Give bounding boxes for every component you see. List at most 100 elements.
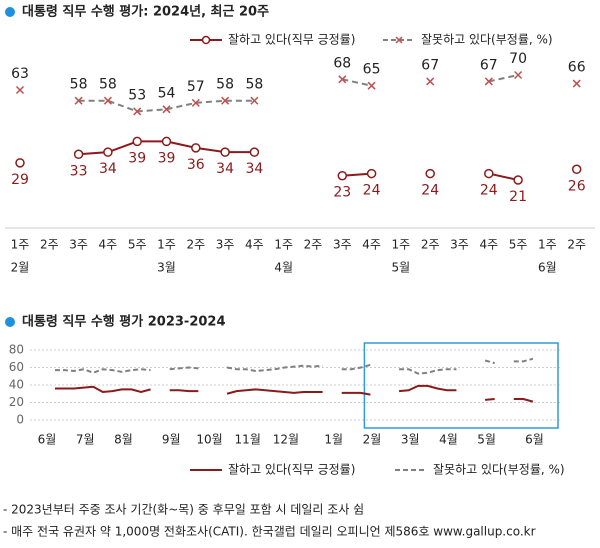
marker-stroke — [395, 36, 403, 44]
month-label: 2월 — [11, 261, 30, 275]
x-tick-label: 1월 — [324, 433, 343, 447]
marker — [73, 149, 84, 160]
data-label: 24 — [421, 183, 439, 199]
data-label: 63 — [11, 66, 29, 82]
data-label: 26 — [568, 178, 586, 194]
note: - 2023년부터 주중 조사 기간(화~목) 중 후무일 포함 시 데일리 조… — [3, 503, 364, 517]
marker-x — [221, 96, 230, 105]
data-label: 24 — [363, 183, 381, 199]
bullet — [5, 7, 15, 17]
marker-stroke — [367, 81, 376, 90]
data-label: 39 — [128, 150, 146, 166]
marker-x — [133, 107, 142, 116]
x-tick-label: 2주 — [304, 238, 323, 252]
marker-x — [250, 96, 259, 105]
marker — [249, 147, 260, 157]
x-tick-label: 2주 — [40, 238, 59, 252]
x-tick-label: 9월 — [162, 433, 181, 447]
x-tick-label: 2월 — [363, 433, 382, 447]
y-tick-label: 0 — [16, 413, 24, 427]
marker-stroke — [250, 96, 259, 105]
x-tick-label: 11월 — [235, 433, 261, 447]
marker-stroke — [338, 75, 347, 84]
legend-marker — [201, 35, 211, 45]
x-tick-label: 6월 — [525, 433, 544, 447]
x-tick-label: 3주 — [333, 238, 352, 252]
month-label: 5월 — [392, 261, 411, 275]
data-label: 58 — [70, 77, 88, 93]
highlight-box — [363, 342, 559, 429]
x-tick-label: 2주 — [421, 238, 440, 252]
data-label: 70 — [509, 51, 527, 67]
marker-stroke — [133, 107, 142, 116]
data-label: 57 — [187, 79, 205, 95]
data-label: 54 — [158, 85, 176, 101]
marker-x — [162, 105, 171, 114]
marker-stroke — [484, 77, 493, 86]
data-label: 53 — [128, 87, 146, 103]
month-label: 4월 — [274, 261, 293, 275]
x-tick-label: 1주 — [11, 238, 30, 252]
data-label: 39 — [158, 150, 176, 166]
marker-stroke — [103, 96, 112, 105]
marker-stroke — [15, 85, 25, 95]
x-tick-label: 4주 — [245, 238, 264, 252]
x-tick-label: 1주 — [157, 238, 176, 252]
x-tick-label: 7월 — [76, 433, 95, 447]
marker-stroke — [74, 96, 83, 105]
x-tick-label: 5주 — [128, 238, 147, 252]
x-tick-label: 3주 — [69, 238, 88, 252]
data-label: 68 — [333, 55, 351, 71]
x-tick-label: 4주 — [99, 238, 118, 252]
series-line — [55, 359, 552, 374]
x-tick-label: 4주 — [479, 238, 498, 252]
chart-title: 대통령 직무 수행 평가: 2024년, 최근 20주 — [22, 4, 269, 20]
series-line — [55, 386, 552, 402]
marker — [513, 175, 523, 185]
x-tick-label: 4월 — [439, 433, 458, 447]
data-label: 24 — [480, 183, 498, 199]
marker-x — [426, 77, 435, 86]
x-tick-label: 6월 — [38, 433, 57, 447]
x-tick-label: 3월 — [401, 433, 420, 447]
chart-title: 대통령 직무 수행 평가 2023-2024 — [22, 314, 226, 330]
marker — [484, 168, 494, 179]
x-tick-label: 4주 — [362, 238, 381, 252]
x-tick-label: 8월 — [114, 433, 133, 447]
marker — [425, 168, 435, 179]
x-tick-label: 1주 — [274, 238, 293, 252]
x-tick-label: 1주 — [392, 238, 411, 252]
x-tick-label: 12월 — [273, 433, 299, 447]
data-label: 36 — [187, 157, 205, 173]
marker-x — [74, 96, 83, 105]
legend-label: 잘하고 있다(직무 긍정률) — [228, 33, 355, 47]
data-label: 33 — [70, 163, 88, 179]
marker-stroke — [221, 96, 230, 105]
x-tick-label: 2주 — [186, 238, 205, 252]
y-tick-label: 80 — [9, 343, 24, 357]
data-label: 66 — [568, 60, 586, 76]
marker — [571, 164, 582, 175]
bullet — [5, 317, 15, 327]
data-label: 65 — [363, 62, 381, 78]
legend-label: 잘못하고 있다(부정률, %) — [433, 463, 565, 477]
marker — [132, 136, 142, 147]
marker-x — [484, 77, 493, 86]
marker-stroke — [572, 79, 581, 88]
legend-marker — [395, 36, 403, 44]
x-tick-label: 5주 — [509, 238, 528, 252]
marker — [366, 168, 377, 179]
marker-x — [103, 96, 112, 105]
marker-x — [15, 85, 25, 95]
x-tick-label: 1주 — [538, 238, 557, 252]
legend-label: 잘하고 있다(직무 긍정률) — [228, 463, 355, 477]
marker-stroke — [514, 70, 523, 80]
month-label: 6월 — [538, 261, 557, 275]
x-tick-label: 3주 — [216, 238, 235, 252]
data-label: 58 — [245, 77, 263, 93]
marker-x — [514, 70, 523, 80]
marker-x — [572, 79, 581, 88]
x-tick-label: 10월 — [196, 433, 222, 447]
marker — [337, 170, 348, 181]
